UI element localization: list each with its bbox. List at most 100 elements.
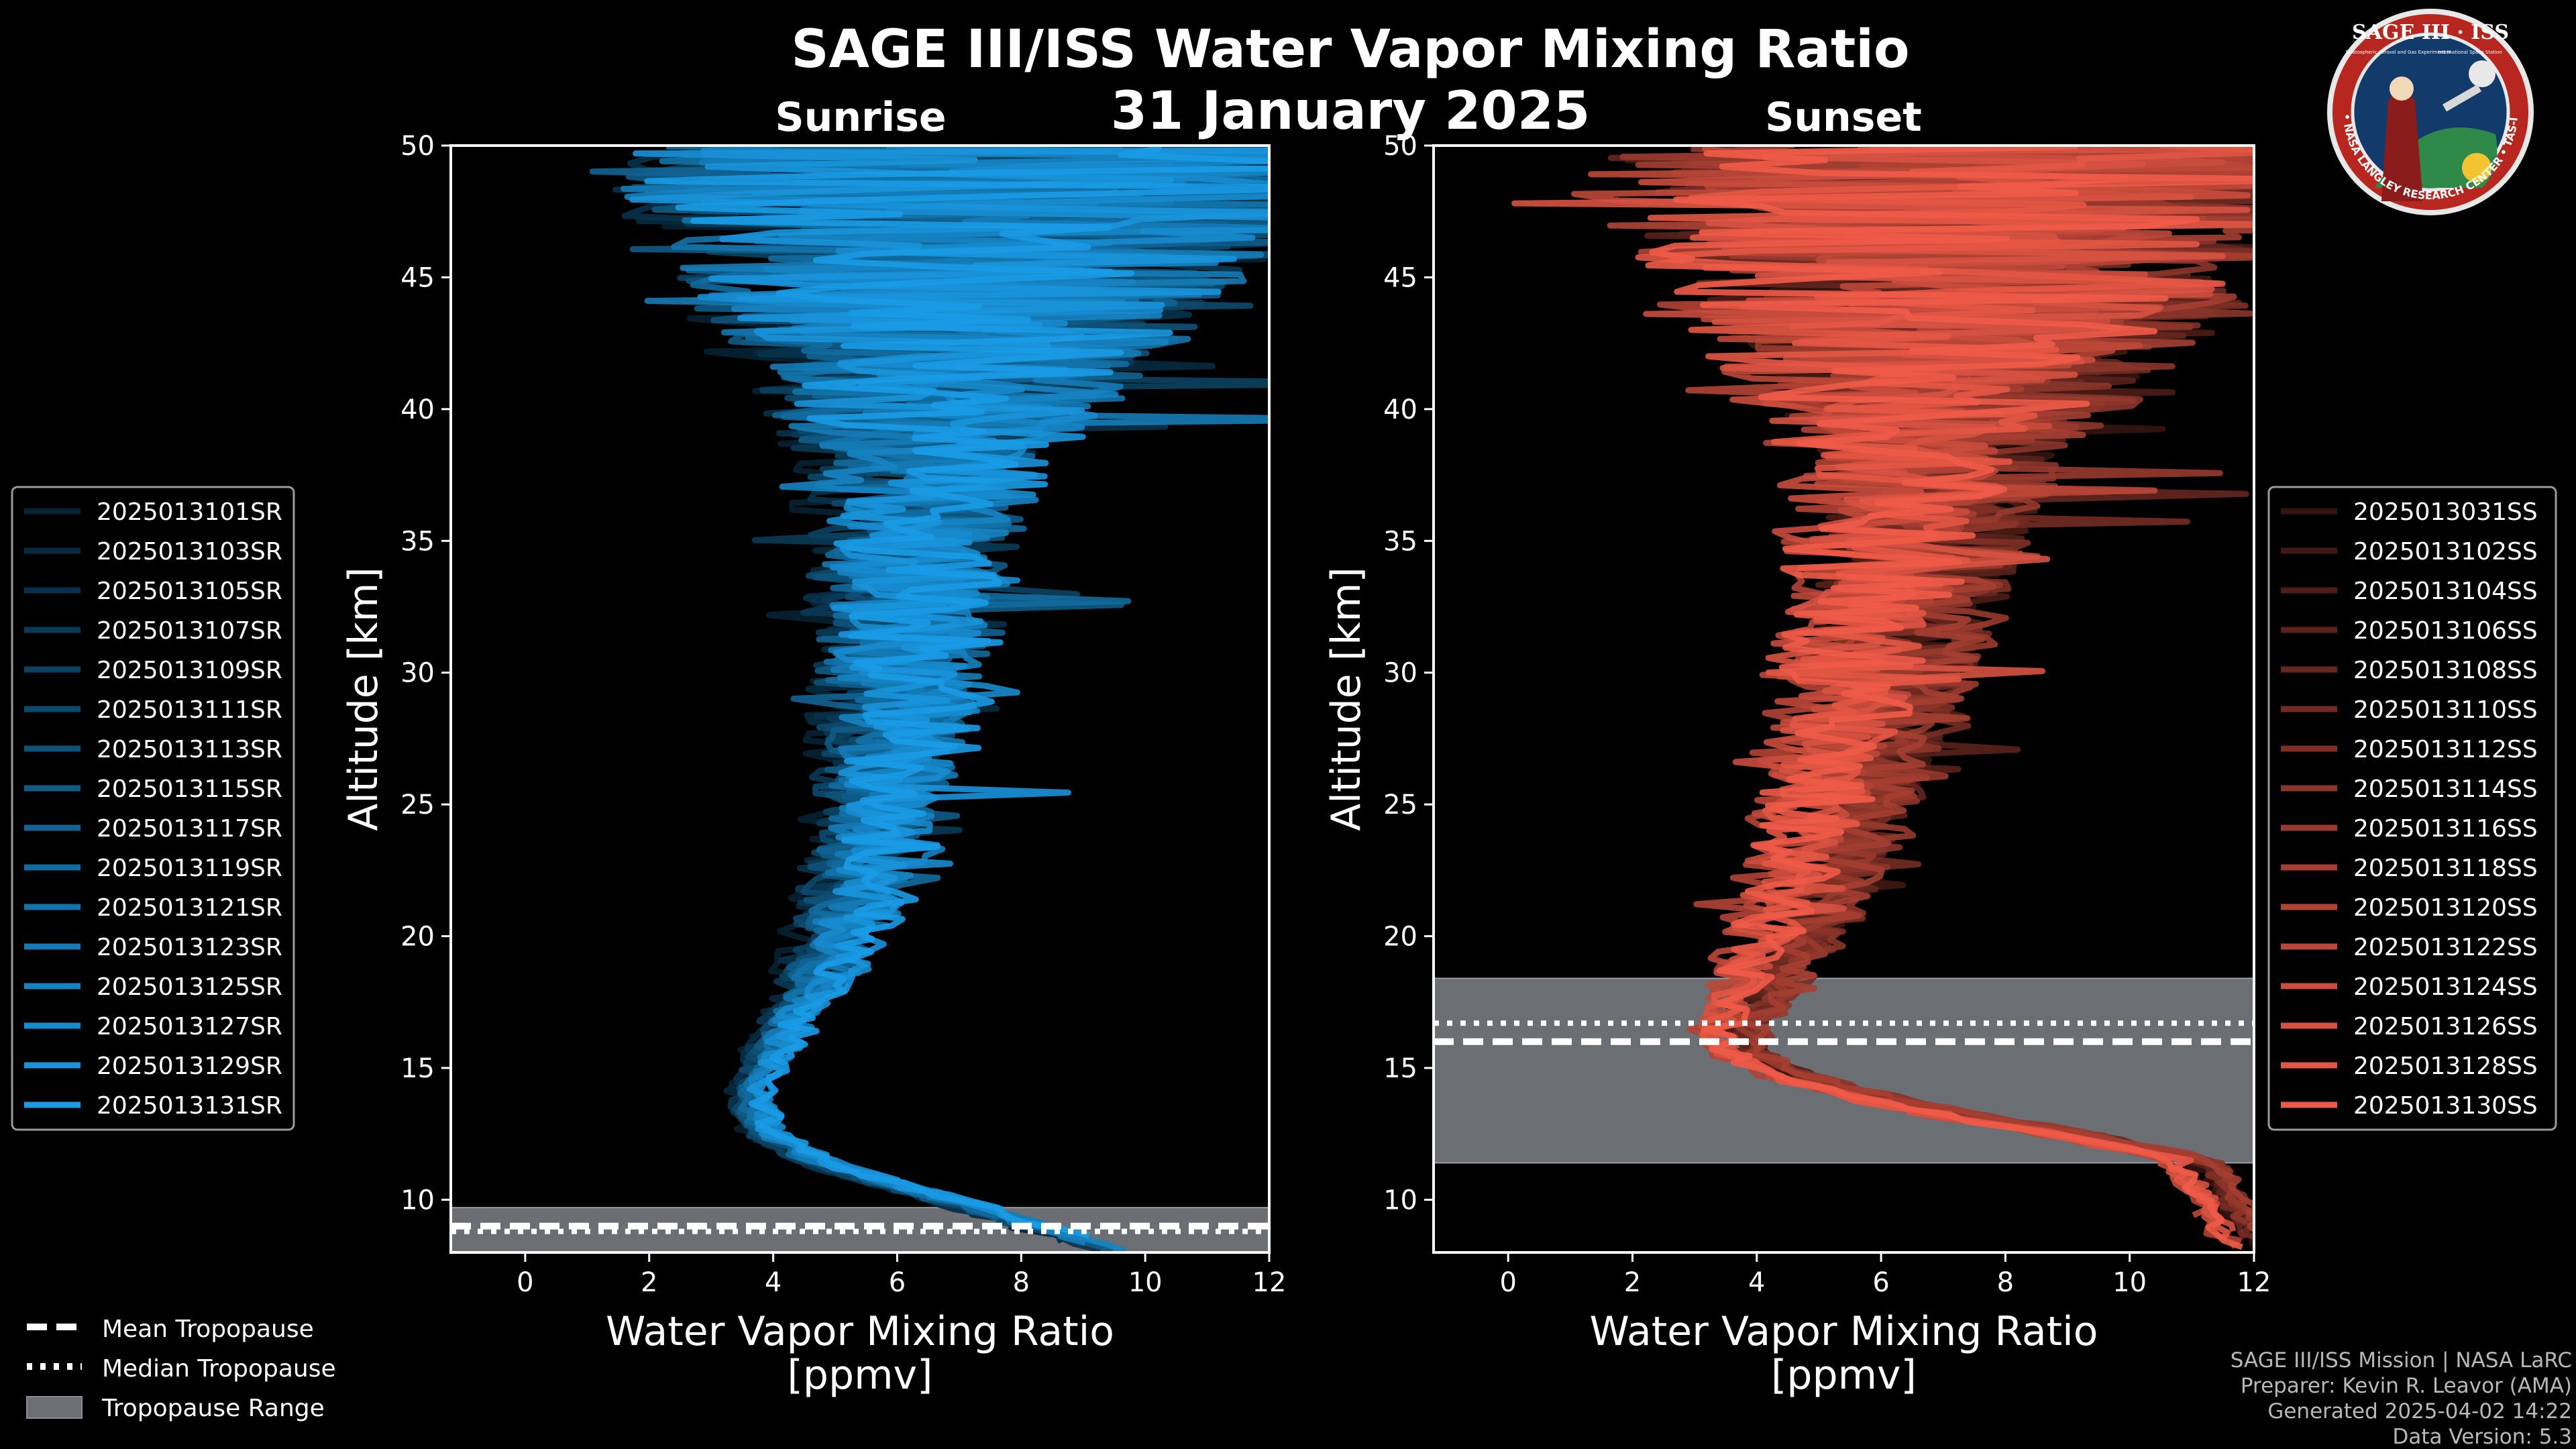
legend-label: 2025013127SR: [97, 1013, 282, 1040]
legend-label: 2025013109SR: [97, 657, 282, 684]
y-tick-label: 20: [1383, 922, 1417, 953]
sage-figure-head-icon: [2390, 76, 2414, 101]
plot-area: [1434, 146, 2254, 1250]
sunrise-panel-title: Sunrise: [775, 94, 946, 141]
plot-frame: [1432, 144, 2255, 1254]
mean-tropopause-label: Mean Tropopause: [102, 1316, 314, 1343]
x-axis-label: [ppmv]: [1771, 1352, 1917, 1399]
credit-version: Data Version: 5.3: [2393, 1425, 2572, 1449]
sun-icon: [2462, 153, 2491, 182]
legend-box: [2267, 486, 2557, 1131]
legend-label: 2025013107SR: [97, 617, 282, 645]
moon-icon: [2469, 60, 2496, 87]
sage-figure-icon: [2381, 91, 2423, 201]
main-title: SAGE III/ISS Water Vapor Mixing Ratio: [791, 19, 1909, 80]
legend-label: 2025013120SS: [2353, 894, 2538, 922]
legend-label: 2025013130SS: [2353, 1092, 2538, 1120]
logo-subtitle-right: International Space Station: [2438, 50, 2502, 55]
median-tropopause-label: Median Tropopause: [102, 1355, 336, 1383]
x-tick-label: 4: [765, 1267, 782, 1298]
x-tick-label: 12: [1252, 1267, 1287, 1298]
x-tick-label: 12: [2237, 1267, 2271, 1298]
y-axis-label: Altitude [km]: [1323, 567, 1370, 831]
y-tick-label: 35: [1383, 526, 1417, 557]
iss-icon: [2443, 84, 2481, 112]
legend-label: 2025013126SS: [2353, 1013, 2538, 1040]
x-tick-label: 4: [1748, 1267, 1765, 1298]
tropopause-range-label: Tropopause Range: [101, 1395, 325, 1422]
y-tick-label: 25: [1383, 790, 1417, 820]
x-tick-label: 0: [1499, 1267, 1516, 1298]
x-tick-label: 0: [517, 1267, 533, 1298]
y-axis-label: Altitude [km]: [340, 567, 387, 831]
y-tick-label: 45: [400, 262, 435, 293]
tropopause-legend: Mean Tropopause Median Tropopause Tropop…: [26, 1316, 336, 1422]
tropopause-range-band: [1434, 977, 2254, 1164]
x-tick-label: 2: [1624, 1267, 1641, 1298]
legend-label: 2025013118SS: [2353, 855, 2538, 882]
profile-line-2025013128SS: [1635, 146, 2254, 1241]
logo-subtitle-left: Stratospheric Aerosol and Gas Experiment…: [2345, 50, 2451, 55]
legend-label: 2025013110SS: [2353, 696, 2538, 724]
x-axis-label: Water Vapor Mixing Ratio: [606, 1308, 1114, 1355]
sunset-panel-title: Sunset: [1765, 94, 1922, 141]
y-tick-label: 30: [1383, 658, 1417, 689]
legend-label: 2025013125SR: [97, 973, 282, 1001]
legend-box: [11, 486, 295, 1131]
legend-label: 2025013112SS: [2353, 736, 2538, 763]
x-tick-label: 2: [641, 1267, 657, 1298]
sunset-legend: 2025013031SS 2025013102SS 2025013104SS 2025…: [2267, 486, 2557, 1131]
plot-frame: [449, 144, 1271, 1254]
x-tick-label: 8: [1013, 1267, 1030, 1298]
date-title: 31 January 2025: [1111, 81, 1591, 142]
sunset-panel: Sunset 0 2 4 6 8 10 12 10 15 20 25 30 35 40 45 50 Water V…: [1323, 94, 2271, 1399]
legend-label: 2025013121SR: [97, 894, 282, 922]
legend-label: 2025013111SR: [97, 696, 282, 724]
legend-label: 2025013119SR: [97, 855, 282, 882]
x-tick-label: 8: [1997, 1267, 2014, 1298]
legend-label: 2025013105SR: [97, 578, 282, 605]
sunrise-panel: Sunrise 0 2 4 6 8 10 12 10 15 20 25 30 35 40 45 50 Water …: [340, 94, 1287, 1399]
legend-label: 2025013117SR: [97, 815, 282, 843]
y-tick-label: 10: [400, 1185, 435, 1216]
credit-generated: Generated 2025-04-02 14:22: [2267, 1399, 2572, 1424]
y-tick-label: 25: [400, 790, 435, 820]
legend-label: 2025013108SS: [2353, 657, 2538, 684]
legend-label: 2025013116SS: [2353, 815, 2538, 843]
x-axis-label: [ppmv]: [788, 1352, 933, 1399]
plot-area: [451, 146, 1269, 1252]
x-tick-label: 10: [1128, 1267, 1163, 1298]
legend-label: 2025013122SS: [2353, 934, 2538, 961]
legend-label: 2025013114SS: [2353, 775, 2538, 803]
legend-label: 2025013115SR: [97, 775, 282, 803]
logo-title: SAGE III · ISS: [2352, 21, 2509, 44]
x-tick-label: 6: [1872, 1267, 1889, 1298]
legend-label: 2025013101SR: [97, 498, 282, 526]
legend-label: 2025013031SS: [2353, 498, 2538, 526]
legend-label: 2025013103SR: [97, 538, 282, 566]
y-tick-label: 50: [1383, 131, 1417, 162]
x-tick-label: 10: [2112, 1267, 2147, 1298]
legend-label: 2025013128SS: [2353, 1053, 2538, 1080]
tropopause-range-swatch: [26, 1396, 83, 1419]
credits: SAGE III/ISS Mission | NASA LaRC Prepare…: [2231, 1348, 2572, 1449]
legend-label: 2025013113SR: [97, 736, 282, 763]
x-tick-label: 6: [889, 1267, 906, 1298]
sunrise-legend: 2025013101SR 2025013103SR 2025013105SR 2025…: [11, 486, 295, 1131]
y-tick-label: 15: [1383, 1053, 1417, 1084]
profile-line-2025013131SR: [644, 146, 1269, 1238]
y-tick-label: 35: [400, 526, 435, 557]
x-axis-label: Water Vapor Mixing Ratio: [1590, 1308, 2098, 1355]
y-tick-label: 40: [400, 394, 435, 425]
credit-mission: SAGE III/ISS Mission | NASA LaRC: [2231, 1348, 2572, 1373]
y-tick-label: 20: [400, 922, 435, 953]
y-tick-label: 30: [400, 658, 435, 689]
legend-label: 2025013106SS: [2353, 617, 2538, 645]
profile-line-2025013127SR: [697, 146, 1269, 1222]
y-tick-label: 45: [1383, 262, 1417, 293]
y-tick-label: 10: [1383, 1185, 1417, 1216]
credit-preparer: Preparer: Kevin R. Leavor (AMA): [2241, 1374, 2572, 1398]
legend-label: 2025013104SS: [2353, 578, 2538, 605]
profile-line-2025013130SS: [1645, 146, 2254, 1250]
